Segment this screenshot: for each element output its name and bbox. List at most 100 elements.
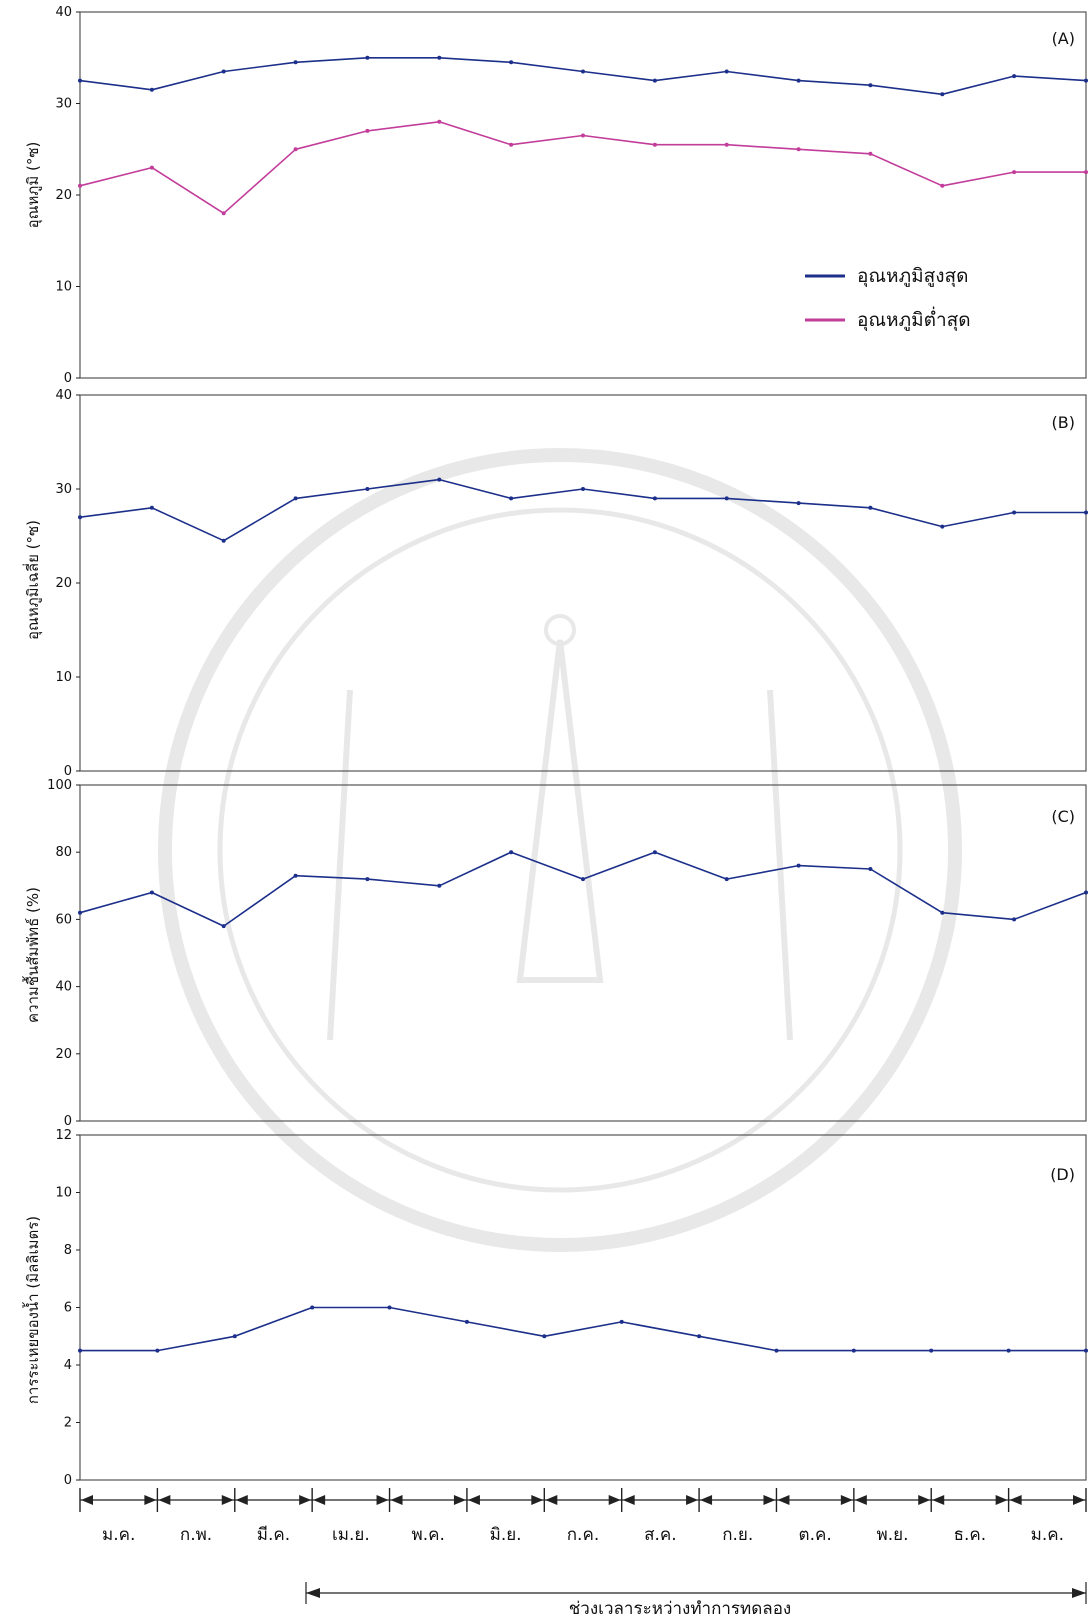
month-arrow-right: [1073, 1495, 1085, 1505]
panel-a-series-1-point: [149, 165, 154, 170]
panel-a-series-1-point: [221, 211, 226, 216]
legend-label-min: อุณหภูมิต่ำสุด: [857, 306, 971, 332]
y-tick-label: 30: [55, 482, 72, 497]
panel-d-series-0-point: [155, 1348, 160, 1353]
y-tick-label: 20: [55, 576, 72, 591]
month-arrow-right: [995, 1495, 1008, 1505]
panel-d-series-0-point: [387, 1305, 392, 1310]
legend: อุณหภูมิสูงสุด อุณหภูมิต่ำสุด: [805, 265, 971, 332]
month-arrow-right: [608, 1495, 621, 1505]
y-tick-label: 20: [55, 1047, 72, 1062]
panel-a-series-1-point: [868, 151, 873, 156]
month-label: ก.ย.: [722, 1525, 753, 1545]
period-arrow-right: [1072, 1588, 1086, 1598]
panel-b-series-0-point: [1084, 510, 1088, 515]
month-label: ธ.ค.: [954, 1525, 987, 1545]
y-tick-label: 0: [64, 1114, 72, 1129]
panel-d-series-0-point: [78, 1348, 82, 1353]
panel-b-tag: (B): [1052, 413, 1075, 432]
month-label: มิ.ย.: [490, 1525, 522, 1545]
watermark-seal: [158, 448, 962, 1252]
panel-a-series-0-point: [221, 69, 226, 74]
panel-a-series-1-point: [78, 183, 82, 188]
data-series: [78, 55, 1088, 1353]
month-arrow-right: [840, 1495, 853, 1505]
month-label: มี.ค.: [257, 1525, 290, 1545]
panel-a-series-0-point: [724, 69, 729, 74]
panel-b-series-0-point: [940, 524, 945, 529]
month-arrow-right: [763, 1495, 776, 1505]
month-labels: ม.ค. ก.พ. มี.ค. เม.ย. พ.ค. มิ.ย. ก.ค. ส.ค. ก.ย. ต…: [102, 1525, 1064, 1545]
panel-c-tag: (C): [1051, 807, 1075, 826]
y-tick-label: 2: [64, 1416, 72, 1431]
panel-a-series-1-point: [437, 119, 442, 124]
panel-d-series-0-point: [310, 1305, 315, 1310]
panel-c-series-0-point: [796, 863, 801, 868]
month-arrow-left: [81, 1495, 93, 1505]
legend-label-max: อุณหภูมิสูงสุด: [857, 265, 968, 288]
month-arrow-right: [531, 1495, 544, 1505]
panel-d-series-0-point: [1006, 1348, 1011, 1353]
panel-a-series-0-point: [652, 78, 657, 83]
month-dividers: [79, 1488, 1087, 1512]
panel-b-series-0-point: [149, 505, 154, 510]
month-arrow-left: [700, 1495, 713, 1505]
panel-b-series-0-point: [1012, 510, 1017, 515]
panel-d-series-0-point: [232, 1334, 237, 1339]
month-label: ก.พ.: [180, 1525, 212, 1545]
panel-c-series-0-point: [365, 877, 370, 882]
panel-d-series-0-line: [80, 1306, 1086, 1352]
panel-a-series-0-point: [868, 83, 873, 88]
month-label: ส.ค.: [644, 1525, 677, 1545]
month-arrow-right: [686, 1495, 699, 1505]
y-tick-label: 8: [64, 1243, 72, 1258]
panel-b-series-0-point: [221, 538, 226, 543]
panel-c-series-0-point: [509, 850, 514, 855]
y-tick-label: 80: [55, 845, 72, 860]
panel-b-series-0-point: [437, 477, 442, 482]
month-arrow-left: [622, 1495, 635, 1505]
panel-a-series-1-point: [365, 128, 370, 133]
y-tick-label: 40: [55, 388, 72, 403]
panel-a-series-1-point: [652, 142, 657, 147]
panel-a-series-0-point: [1012, 74, 1017, 79]
month-label: เม.ย.: [332, 1525, 370, 1545]
month-arrow-left: [854, 1495, 867, 1505]
y-tick-label: 60: [55, 912, 72, 927]
panel-a-series-0-point: [149, 87, 154, 92]
month-label: ก.ค.: [567, 1525, 599, 1545]
month-arrow-left: [235, 1495, 248, 1505]
month-arrow-left: [467, 1495, 480, 1505]
month-label: พ.ค.: [412, 1525, 445, 1545]
month-arrow-right: [453, 1495, 466, 1505]
month-arrow-left: [313, 1495, 326, 1505]
y-tick-label: 0: [64, 371, 72, 386]
panel-c-series-0-point: [1012, 917, 1017, 922]
panel-b-series-0-point: [78, 515, 82, 520]
panel-b-series-0-point: [868, 505, 873, 510]
panel-c-series-0-point: [724, 877, 729, 882]
panel-d-tag: (D): [1050, 1165, 1075, 1184]
panel-a-series-1-point: [940, 183, 945, 188]
panel-d-series-0-point: [774, 1348, 779, 1353]
panel-a-series-0-point: [365, 55, 370, 60]
panel-a-tag: (A): [1052, 29, 1075, 48]
panel-d-series-0-point: [697, 1334, 702, 1339]
month-label: ม.ค.: [1031, 1525, 1064, 1545]
panel-c-series-0-point: [293, 873, 298, 878]
panel-b-series-0-point: [652, 496, 657, 501]
panel-d-series-0-point: [542, 1334, 547, 1339]
month-arrow-right: [144, 1495, 157, 1505]
y-tick-label: 12: [55, 1128, 72, 1143]
y-tick-label: 0: [64, 764, 72, 779]
panel-a-series-0-line: [79, 56, 1087, 96]
panel-b-series-0-point: [509, 496, 514, 501]
experiment-period-bracket: [305, 1582, 1087, 1604]
panel-a-series-0-point: [78, 78, 82, 83]
month-label: ม.ค.: [102, 1525, 135, 1545]
y-tick-label: 40: [55, 980, 72, 995]
panel-c-series-0-point: [868, 867, 873, 871]
panel-a-series-0-point: [1084, 78, 1088, 83]
panel-c-series-0-point: [437, 883, 442, 888]
